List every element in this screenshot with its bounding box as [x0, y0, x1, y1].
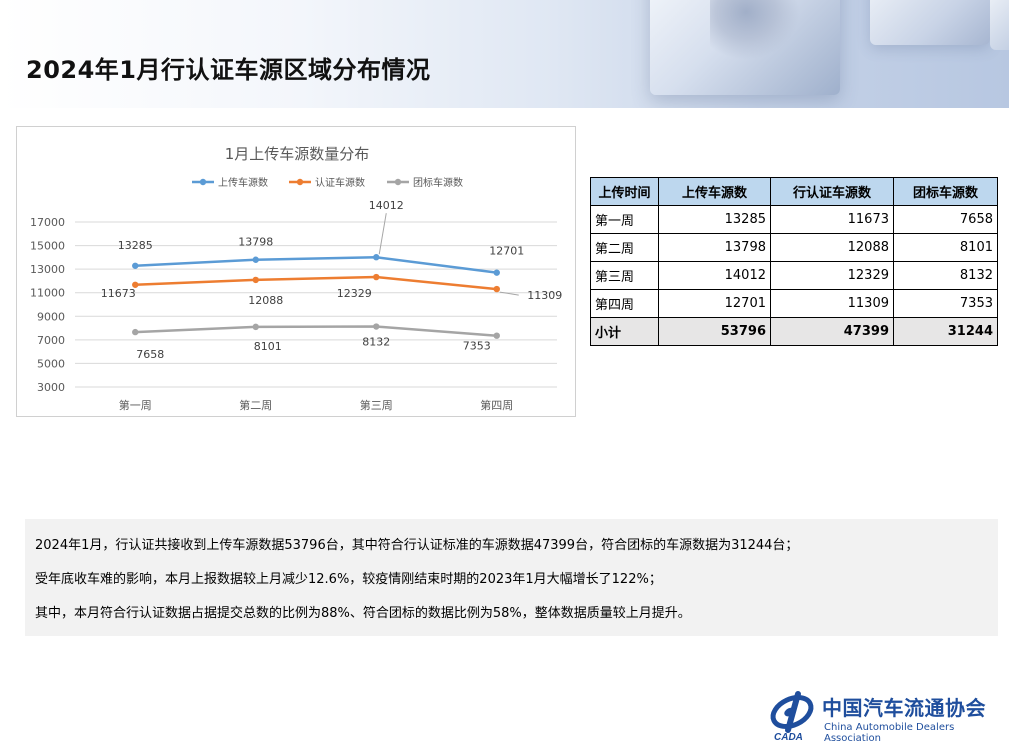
summary-line: 受年底收车难的影响，本月上报数据较上月减少12.6%，较疫情刚结束时期的2023…	[35, 572, 662, 587]
data-label: 7658	[136, 348, 164, 361]
cada-logo: CADA 中国汽车流通协会 China Automobile Dealers A…	[768, 690, 1003, 744]
header-cell: 团标车源数	[893, 177, 998, 206]
data-point	[252, 256, 259, 263]
table-cell: 53796	[658, 317, 771, 346]
leader-line	[378, 213, 387, 255]
table-cell: 第一周	[590, 205, 659, 234]
x-tick-label: 第四周	[480, 398, 513, 412]
table-row: 第四周 12701 11309 7353	[590, 289, 998, 318]
table-total-row: 小计 53796 47399 31244	[590, 317, 998, 346]
table-cell: 小计	[590, 317, 659, 346]
table-cell: 14012	[658, 261, 771, 290]
series-line	[135, 275, 497, 291]
table-cell: 第三周	[590, 261, 659, 290]
data-label: 8132	[362, 336, 390, 349]
summary-line: 其中，本月符合行认证数据占据提交总数的比例为88%、符合团标的数据比例为58%，…	[35, 606, 691, 621]
data-label: 11673	[101, 287, 136, 300]
data-label: 12329	[337, 287, 372, 300]
page-title: 2024年1月行认证车源区域分布情况	[26, 56, 431, 84]
table-cell: 12701	[658, 289, 771, 318]
table-cell: 13798	[658, 233, 771, 262]
table-cell: 7353	[893, 289, 998, 318]
table-cell: 12329	[770, 261, 894, 290]
summary-box: 2024年1月，行认证共接收到上传车源数据53796台，其中符合行认证标准的车源…	[25, 519, 998, 636]
logo-name-cn: 中国汽车流通协会	[822, 696, 986, 720]
y-tick-label: 9000	[37, 310, 65, 323]
table-cell: 11309	[770, 289, 894, 318]
y-tick-label: 7000	[37, 334, 65, 347]
table-cell: 47399	[770, 317, 894, 346]
logo-mark: CADA	[774, 732, 803, 742]
data-point	[493, 285, 500, 293]
table-cell: 8132	[893, 261, 998, 290]
cube-image-edge	[990, 0, 1009, 50]
data-point	[493, 269, 500, 276]
table-cell: 7658	[893, 205, 998, 234]
x-tick-label: 第一周	[119, 398, 152, 412]
data-point	[373, 254, 380, 261]
line-chart: 1月上传车源数量分布上传车源数 认证车源数 团标车源数 3000 5000 7000 900…	[16, 126, 576, 417]
header-cell: 上传车源数	[658, 177, 771, 206]
globe-cube-image	[650, 0, 840, 95]
data-point	[132, 281, 139, 288]
data-label: 11309	[527, 289, 562, 302]
header-cell: 上传时间	[590, 177, 659, 206]
x-tick-label: 第三周	[360, 398, 393, 412]
legend-marker	[296, 178, 304, 186]
data-label: 7353	[463, 340, 491, 353]
data-label: 12701	[489, 245, 524, 258]
y-tick-label: 3000	[37, 381, 65, 394]
data-point	[493, 332, 500, 339]
table-cell: 第二周	[590, 233, 659, 262]
data-point	[252, 323, 259, 331]
series-line	[135, 255, 497, 274]
logo-name-en: China Automobile Dealers Association	[824, 722, 955, 744]
data-label: 14012	[369, 199, 404, 212]
table-cell: 31244	[893, 317, 998, 346]
y-tick-label: 11000	[30, 287, 65, 300]
legend-marker	[199, 178, 207, 186]
y-tick-label: 15000	[30, 240, 65, 253]
data-label: 13285	[118, 239, 153, 252]
cada-emblem-icon: CADA	[770, 691, 814, 742]
table-row: 第二周 13798 12088 8101	[590, 233, 998, 262]
table-cell: 8101	[893, 233, 998, 262]
table-cell: 12088	[770, 233, 894, 262]
leader-line	[499, 291, 519, 296]
cube-image	[870, 0, 990, 45]
data-label: 13798	[238, 236, 273, 249]
header-cell: 行认证车源数	[770, 177, 894, 206]
chart-title: 1月上传车源数量分布	[225, 145, 370, 163]
data-point	[132, 328, 139, 336]
table-row: 第三周 14012 12329 8132	[590, 261, 998, 290]
legend-label: 团标车源数	[413, 176, 463, 189]
legend-marker	[394, 178, 402, 186]
table-header-row: 上传时间 上传车源数 行认证车源数 团标车源数	[590, 177, 998, 206]
data-table: 上传时间 上传车源数 行认证车源数 团标车源数 第一周 13285 11673 …	[590, 177, 998, 346]
table-cell: 第四周	[590, 289, 659, 318]
data-point	[373, 323, 380, 330]
series-line	[135, 325, 497, 337]
y-tick-label: 17000	[30, 216, 65, 229]
legend-label: 上传车源数	[218, 176, 268, 189]
data-label: 12088	[248, 294, 283, 307]
table-cell: 13285	[658, 205, 771, 234]
table-row: 第一周 13285 11673 7658	[590, 205, 998, 234]
x-tick-label: 第二周	[239, 398, 272, 412]
data-label: 8101	[254, 340, 282, 353]
summary-line: 2024年1月，行认证共接收到上传车源数据53796台，其中符合行认证标准的车源…	[35, 538, 799, 553]
data-point	[373, 273, 380, 281]
legend-label: 认证车源数	[315, 176, 365, 189]
y-tick-label: 5000	[37, 357, 65, 370]
table-cell: 11673	[770, 205, 894, 234]
data-point	[132, 262, 139, 269]
header-banner: 2024年1月行认证车源区域分布情况	[0, 0, 1009, 108]
y-tick-label: 13000	[30, 263, 65, 276]
data-point	[252, 276, 259, 284]
